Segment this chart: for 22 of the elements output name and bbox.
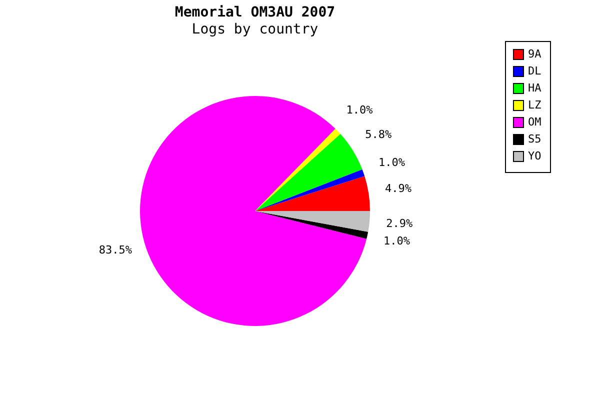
data-label: 1.0% — [346, 104, 374, 116]
data-label: 83.5% — [98, 244, 132, 257]
data-label: 1.0% — [383, 234, 410, 248]
legend-label: OM — [528, 116, 542, 128]
legend-label: LZ — [528, 98, 542, 112]
data-label: 4.9% — [385, 182, 412, 195]
legend-label: DL — [528, 64, 542, 78]
pie-slice — [255, 128, 340, 211]
legend-label: S5 — [528, 132, 542, 146]
legend-label: HA — [528, 82, 542, 94]
pie-slice — [255, 169, 365, 211]
chart-subtitle: Logs by country — [192, 22, 318, 38]
chart-title: Memorial OM3AU 2007 — [174, 4, 336, 20]
data-label: 1.0% — [378, 156, 406, 169]
data-label: 2.9% — [386, 217, 414, 230]
data-label: 5.8% — [365, 128, 392, 141]
legend-label: YO — [528, 150, 542, 162]
pie-slice — [255, 211, 370, 232]
pie-slice — [255, 176, 370, 211]
pie-slice — [255, 211, 368, 239]
legend-label: 9A — [528, 48, 542, 60]
pie-slice — [255, 134, 362, 211]
